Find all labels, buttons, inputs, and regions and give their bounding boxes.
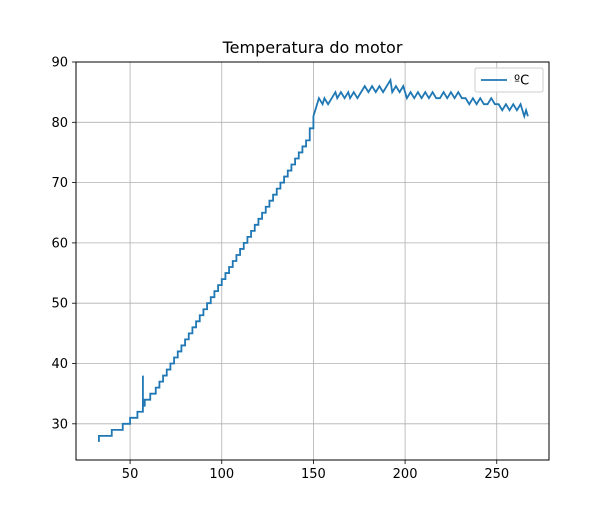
y-tick-label: 50 [51, 297, 68, 312]
y-tick-label: 30 [51, 417, 68, 432]
y-tick-label: 40 [51, 357, 68, 372]
series-layer [98, 77, 529, 442]
legend-label: ºC [514, 74, 529, 89]
plot-frame [75, 61, 550, 461]
axis-ticks: 50 100 150 200 250 30 40 50 60 70 80 90 [51, 56, 509, 483]
x-tick-label: 100 [209, 467, 234, 482]
chart-title: Temperatura do motor [222, 38, 403, 57]
x-tick-label: 250 [484, 467, 509, 482]
legend-box [474, 67, 544, 93]
x-tick-label: 200 [393, 467, 418, 482]
y-tick-label: 70 [51, 176, 68, 191]
y-tick-label: 90 [51, 56, 68, 71]
y-tick-label: 60 [51, 236, 68, 251]
series-line-0 [98, 77, 529, 442]
y-tick-label: 80 [51, 116, 68, 131]
legend: ºC [474, 67, 544, 93]
x-tick-label: 150 [301, 467, 326, 482]
x-tick-label: 50 [122, 467, 139, 482]
